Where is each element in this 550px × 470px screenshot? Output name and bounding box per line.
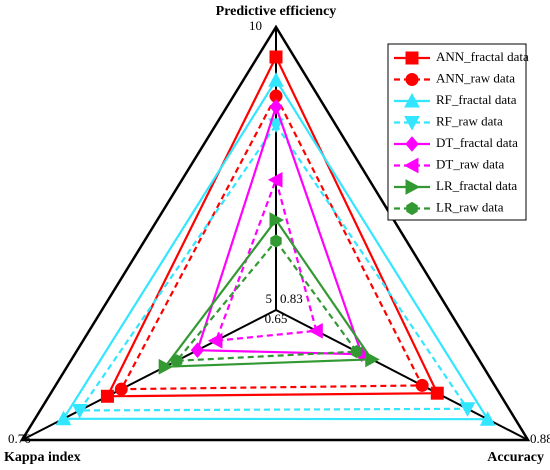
legend-marker [405,73,419,86]
legend-label: DT_raw data [436,156,504,171]
legend-marker [406,201,418,216]
marker [100,389,114,403]
legend-label: DT_fractal data [436,135,518,150]
marker [171,354,183,368]
marker [207,332,223,349]
legend-marker [405,51,419,65]
legend-marker [403,157,419,174]
series-line [77,122,470,412]
series-line [119,93,424,391]
marker [365,351,380,368]
axis-title: Accuracy [487,450,544,465]
marker [71,403,88,419]
marker [267,171,283,188]
marker [114,382,128,396]
marker [415,378,429,392]
legend-label: RF_fractal data [436,92,517,107]
legend-marker [405,179,421,195]
series-line [105,54,440,398]
axis-min-label: 5 [266,291,273,306]
axis-max-label: 0.76 [8,431,31,446]
series-line [61,78,490,421]
axis-title: Kappa index [4,450,81,465]
marker [269,212,285,228]
legend-label: LR_raw data [436,199,504,214]
marker [190,342,205,358]
marker [308,322,323,339]
marker [269,99,283,115]
marker [268,72,284,87]
legend-label: ANN_raw data [436,70,515,85]
marker [158,358,174,375]
axis-min-label: 0.83 [280,291,303,306]
marker [430,386,444,400]
marker [350,345,363,359]
marker [459,402,476,417]
axis-max-label: 10 [249,18,262,33]
legend-marker [404,116,420,131]
series-line [162,218,374,368]
marker [479,411,496,426]
series-line [174,239,359,363]
frame [19,24,531,442]
series-line [195,103,364,356]
marker [269,50,283,64]
marker [55,410,72,426]
legend-marker [405,136,419,152]
legend-label: LR_fractal data [436,178,517,193]
marker [268,118,284,133]
legend: ANN_fractal data ANN_raw data RF_fractal d… [387,43,529,221]
legend-label: RF_raw data [436,113,503,128]
axis-max-label: 0.88 [530,431,550,446]
axis-title: Predictive efficiency [216,4,337,19]
legend-label: ANN_fractal data [436,49,529,64]
marker [270,234,282,248]
legend-marker [404,92,420,108]
axis-min-label: 0.65 [265,311,288,326]
